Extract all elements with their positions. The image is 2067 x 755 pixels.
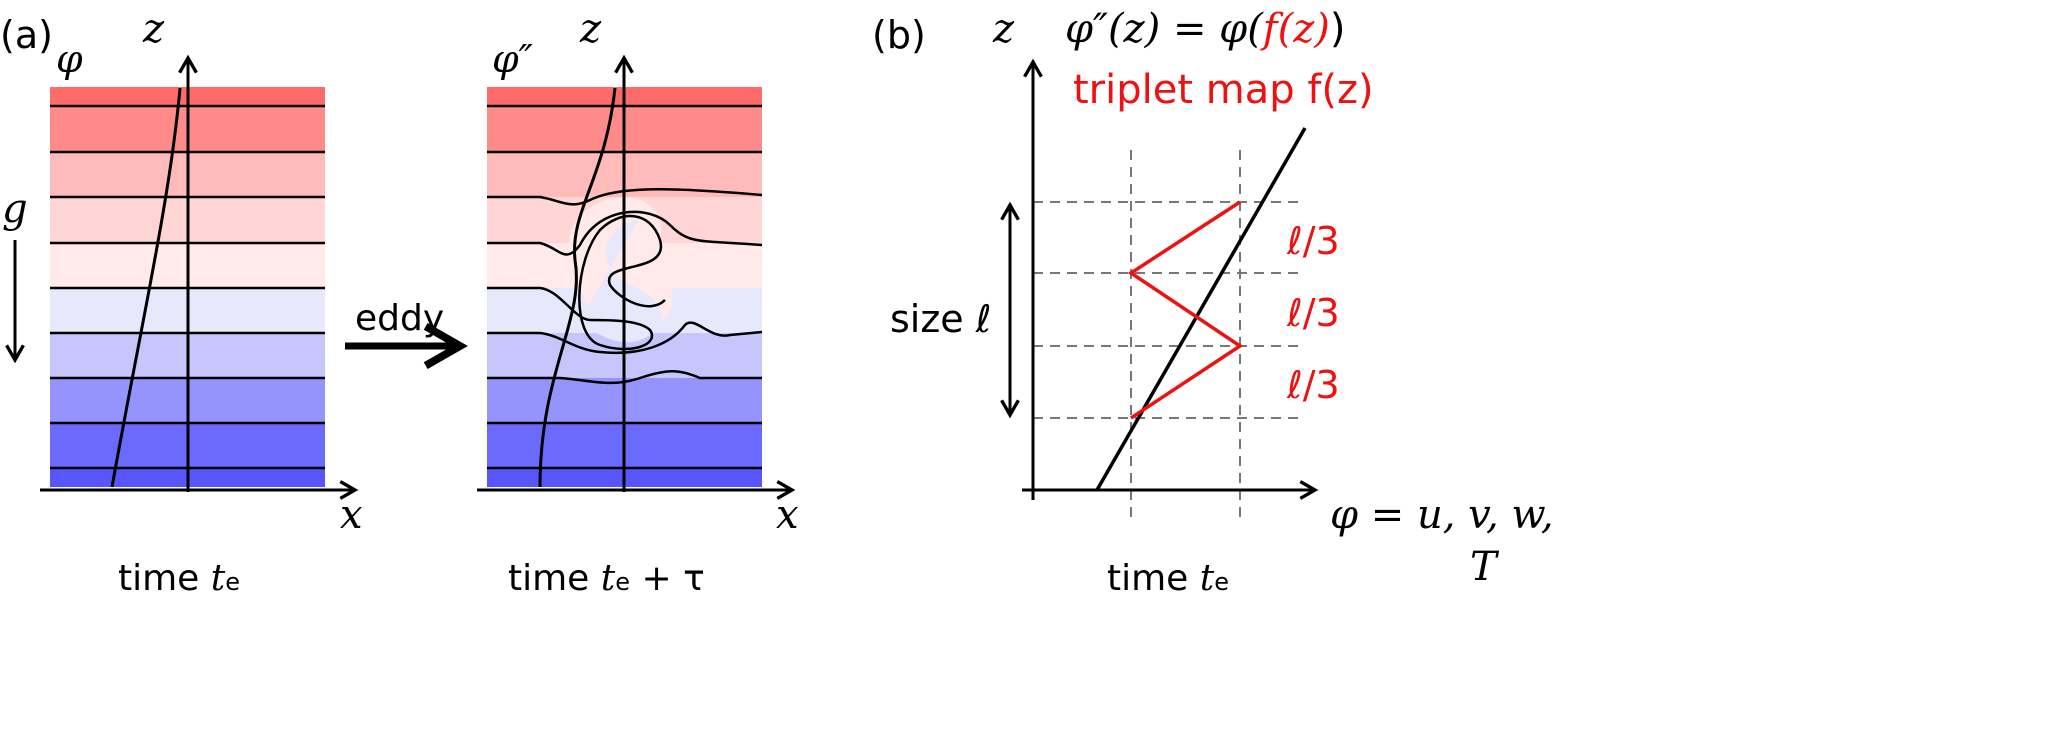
triplet-map-profile bbox=[1127, 200, 1244, 420]
segment-label-1: ℓ/3 bbox=[1286, 219, 1340, 263]
gravity-label: g bbox=[2, 186, 28, 232]
time-label-initial: time te bbox=[118, 558, 240, 599]
panel-a-label: (a) bbox=[0, 13, 53, 57]
phi-pp-label: φ″ bbox=[492, 37, 533, 81]
phi-variables: φ = u, v, w, bbox=[1330, 492, 1554, 538]
map-equation: φ″(z) = φ(f(z)) bbox=[1065, 6, 1346, 52]
phi-variables-T: T bbox=[1470, 544, 1500, 590]
triplet-map-label: triplet map f(z) bbox=[1073, 67, 1374, 113]
size-label: size ℓ bbox=[890, 297, 991, 341]
z-label-after: z bbox=[579, 6, 602, 52]
x-label-after: x bbox=[776, 492, 799, 538]
eddy-label: eddy bbox=[355, 298, 444, 339]
time-label-b: time te bbox=[1107, 558, 1229, 599]
z-label: z bbox=[142, 6, 165, 52]
panel-b: (b) z φ″(z) = φ(f(z)) triplet map f(z) s… bbox=[872, 6, 1554, 599]
panel-b-label: (b) bbox=[872, 13, 926, 57]
z-label-b: z bbox=[992, 6, 1015, 52]
x-label: x bbox=[340, 492, 363, 538]
time-label-after: time te + τ bbox=[508, 558, 705, 599]
panel-a-after-eddy: z φ″ x time te + τ bbox=[477, 6, 799, 599]
segment-label-2: ℓ/3 bbox=[1286, 291, 1340, 335]
grid-dashes bbox=[1033, 150, 1300, 520]
linear-profile bbox=[1095, 127, 1307, 491]
phi-label: φ bbox=[56, 37, 83, 81]
panel-a-initial: (a) z φ x g time te bbox=[0, 6, 363, 599]
material-line bbox=[110, 87, 182, 488]
segment-label-3: ℓ/3 bbox=[1286, 363, 1340, 407]
